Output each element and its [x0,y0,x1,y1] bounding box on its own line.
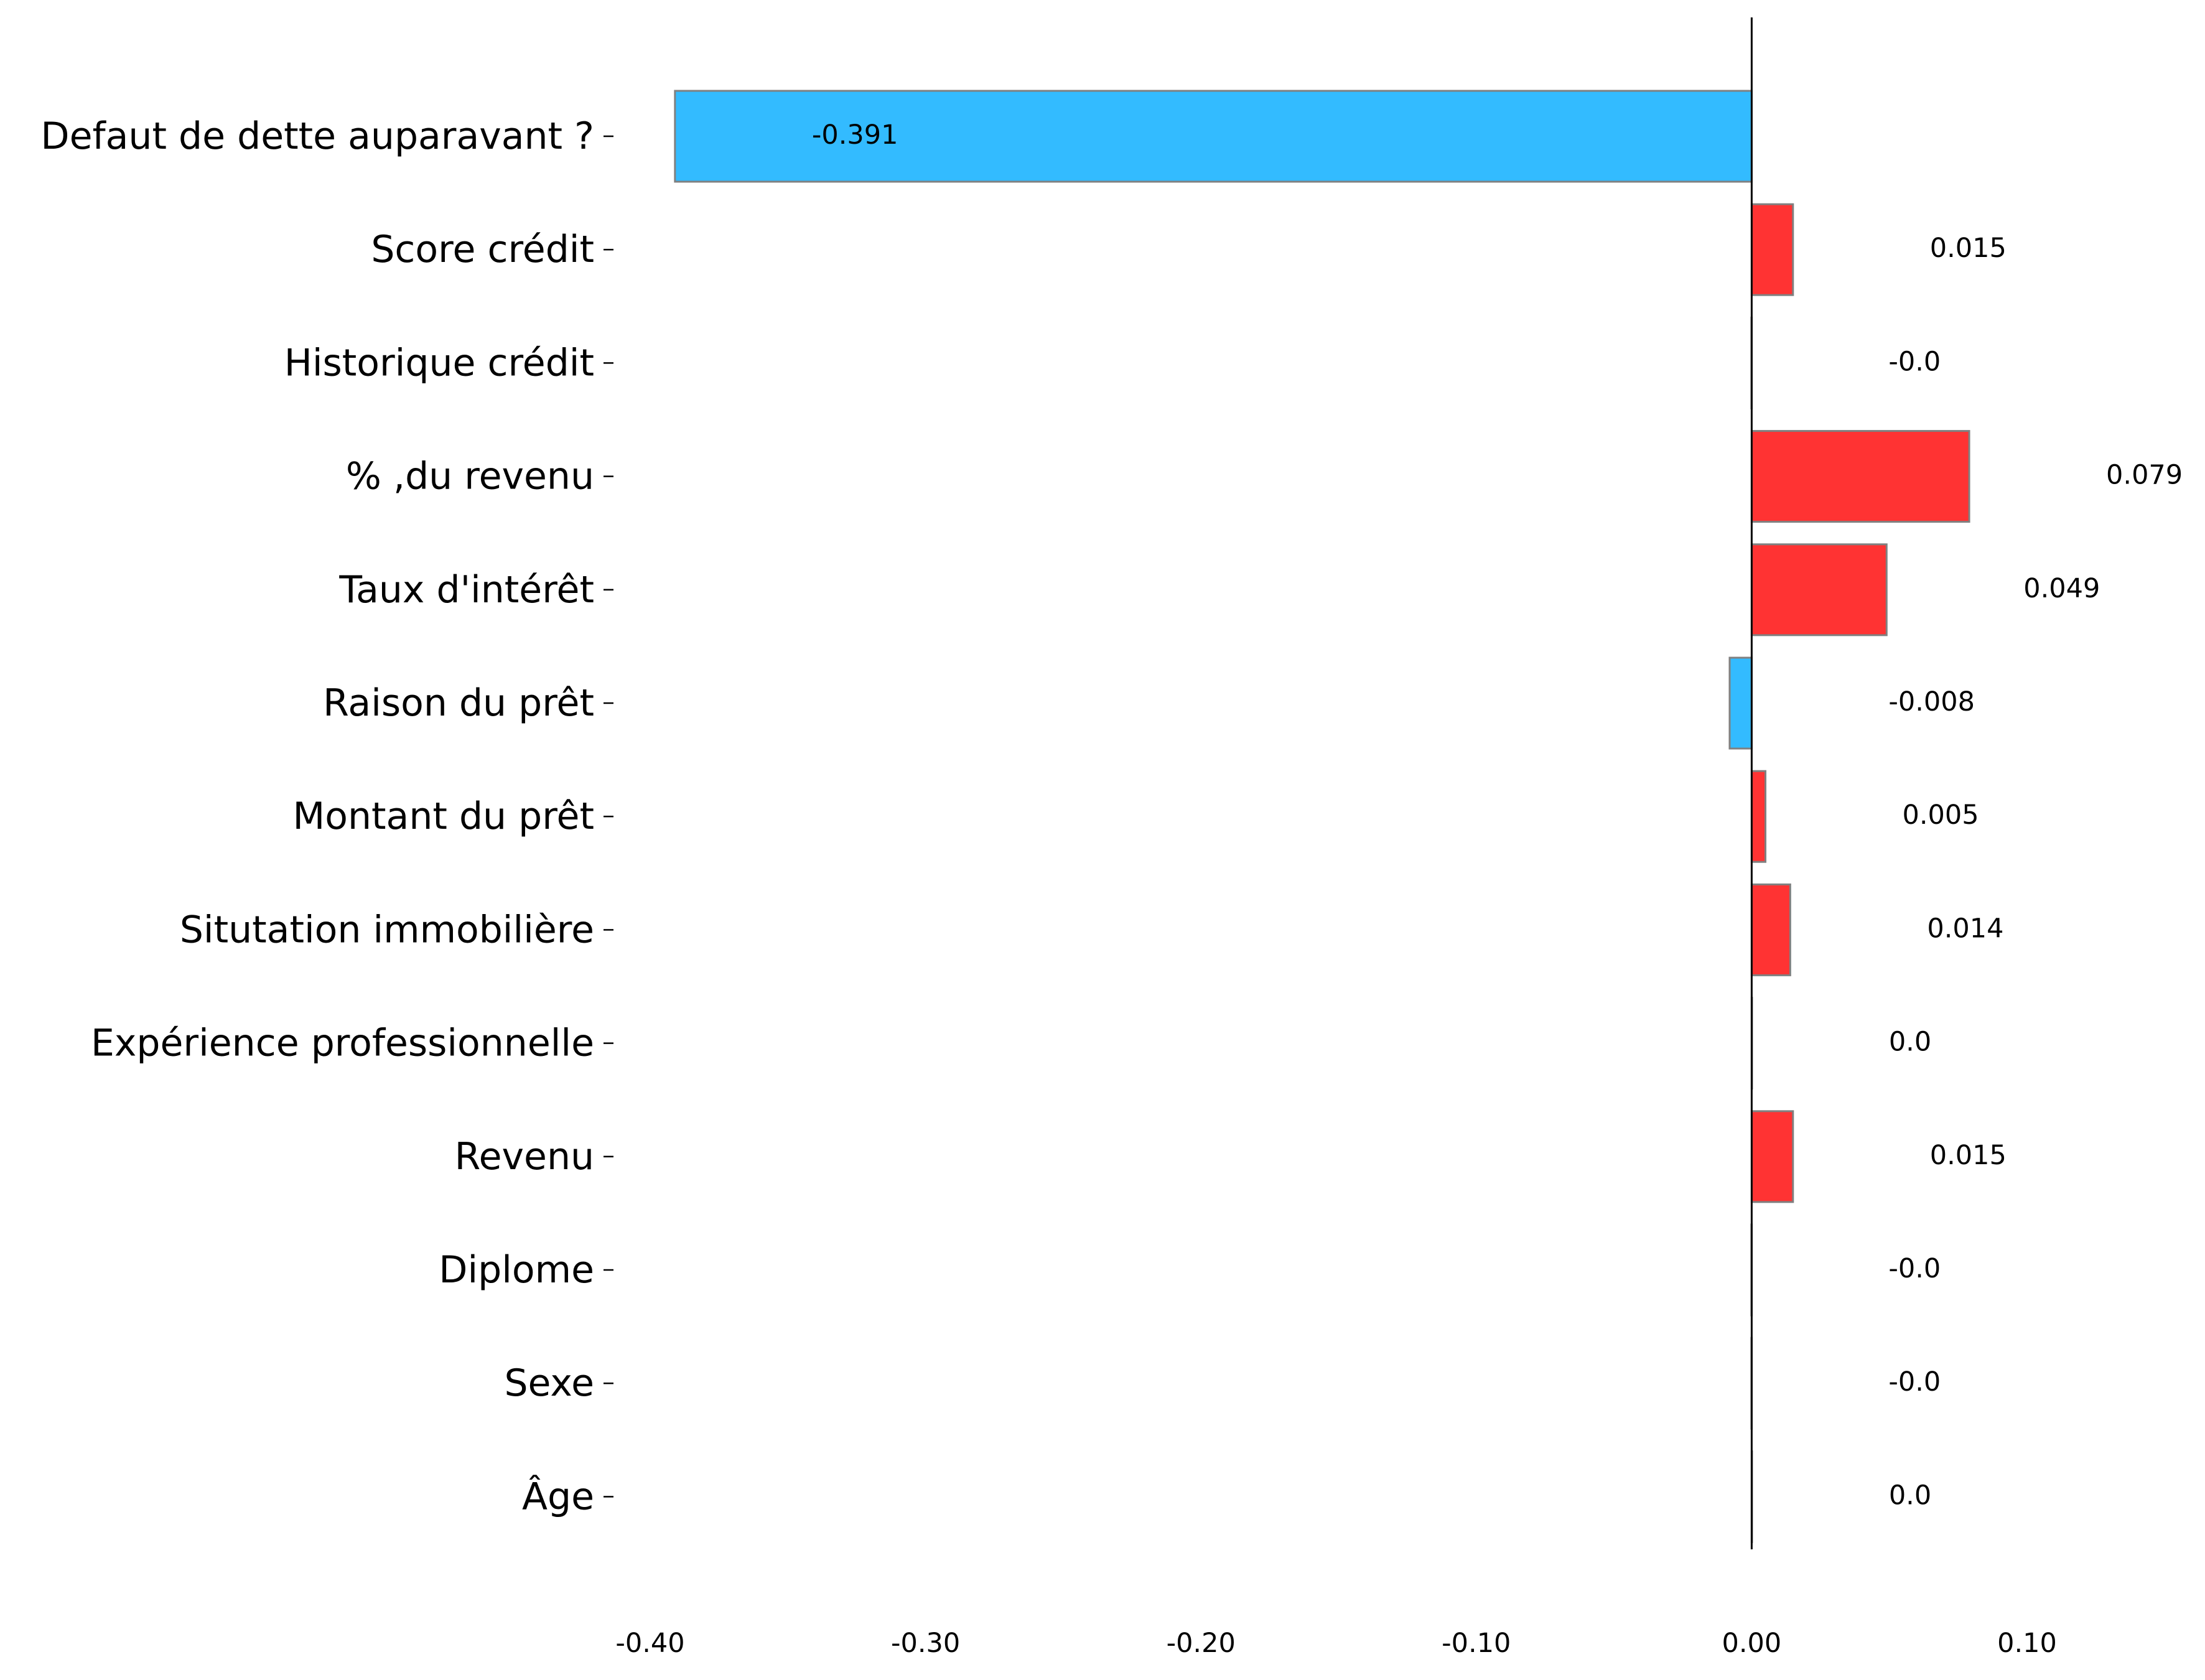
value-label: 0.014 [1927,913,2003,944]
y-tick-label: % ,du revenu [346,455,594,498]
value-label: 0.0 [1889,1027,1931,1058]
value-label: 0.079 [2106,460,2183,491]
x-tick-label: -0.40 [615,1628,684,1659]
value-label: -0.0 [1888,1366,1941,1398]
bars-group [674,90,1970,1543]
value-labels: -0.391 0.015 -0.0 0.079 0.049 -0.008 0.005 0.01… [812,119,2183,1511]
value-label: 0.015 [1930,1140,2007,1171]
y-tick-label: Situtation immobilière [180,908,594,951]
value-label: -0.0 [1888,346,1941,377]
value-label: -0.0 [1888,1253,1941,1284]
y-tick-label: Expérience professionnelle [91,1022,594,1065]
y-tick-label: Defaut de dette auparavant ? [40,114,594,158]
value-label: 0.049 [2023,573,2100,604]
y-axis-labels: Defaut de dette auparavant ? Score crédit… [40,114,613,1518]
y-tick-label: Score crédit [371,228,594,271]
bar-6 [1750,770,1767,863]
bar-3 [1750,430,1970,523]
bar-7 [1750,883,1791,976]
value-label: 0.0 [1889,1480,1931,1511]
x-tick-label: -0.30 [891,1628,960,1659]
x-tick-label: 0.00 [1722,1628,1782,1659]
bar-1 [1750,203,1794,296]
bar-4 [1750,543,1888,637]
y-tick-label: Sexe [504,1361,594,1405]
y-tick-label: Montant du prêt [293,795,594,838]
value-label: -0.391 [812,119,898,151]
y-tick-label: Raison du prêt [323,681,594,725]
bar-0 [674,90,1753,183]
value-label: 0.015 [1930,233,2007,264]
value-label: -0.008 [1888,686,1975,717]
x-tick-label: -0.10 [1442,1628,1511,1659]
y-tick-label: Taux d'intérêt [338,568,594,612]
value-label: 0.005 [1903,800,1979,831]
x-tick-label: -0.20 [1167,1628,1236,1659]
y-tick-label: Revenu [455,1135,594,1178]
y-tick-label: Diplome [439,1248,594,1292]
y-tick-label: Historique crédit [284,341,594,385]
bar-5 [1728,656,1753,750]
bar-9 [1750,1110,1794,1203]
y-tick-label: Âge [522,1474,594,1518]
x-tick-label: 0.10 [1997,1628,2057,1659]
x-axis-ticks: -0.40 -0.30 -0.20 -0.10 0.00 0.10 [615,1628,2057,1659]
